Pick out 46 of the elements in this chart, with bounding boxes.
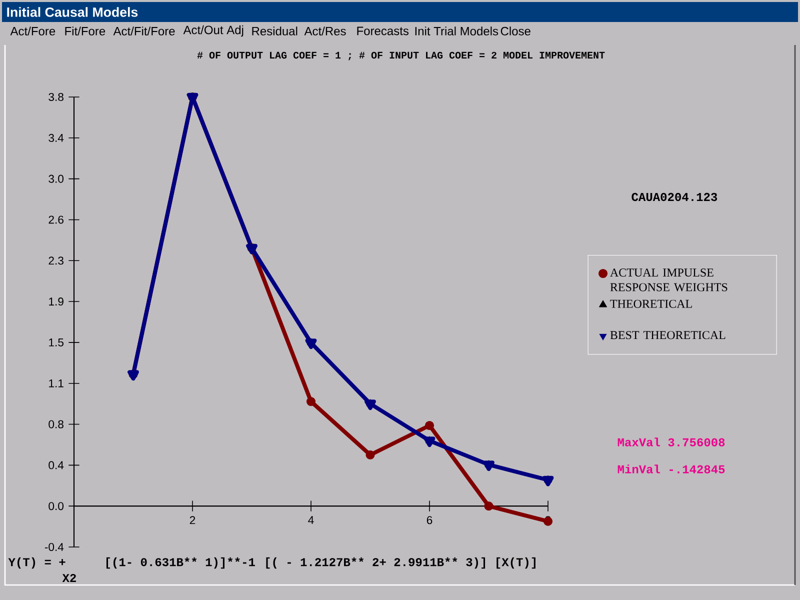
text: [(1- 0.631B** 1)]**-1 — [106, 557, 255, 569]
y-tick-label: 1.5 — [49, 338, 64, 346]
y-tick-label: 2.3 — [48, 256, 64, 265]
point — [424, 436, 436, 448]
y-tick-label: 2.6 — [48, 216, 64, 224]
x-tick-label: 6 — [426, 516, 432, 524]
text: [( - 1.2127B** 2+ 2.9911B** 3)] [X(T)] — [266, 557, 536, 569]
text: Act/Fit/Fore — [113, 26, 175, 36]
text: Fit/Fore — [65, 26, 106, 36]
text: MinVal -.142845 — [618, 464, 725, 474]
x-tick-label: 4 — [308, 516, 314, 524]
chart-title: # OF OUTPUT LAG COEF = 1 ; # OF INPUT LAG COEF = 2 MODEL IMPROVEMENT — [197, 52, 605, 60]
x-tick-label: 2 — [190, 516, 196, 524]
text: Act/Out Adj — [183, 25, 244, 37]
text: MaxVal 3.756008 — [618, 438, 725, 446]
point — [483, 460, 494, 471]
point — [484, 502, 494, 511]
point — [364, 400, 376, 410]
point — [305, 338, 317, 349]
legend-label: BEST THEORETICAL — [610, 331, 726, 340]
text: Initial Causal Models — [7, 7, 138, 17]
point — [306, 396, 316, 406]
legend-label: ACTUAL IMPULSE RESPONSE WEIGHTS — [610, 268, 728, 292]
y-tick-label: 3.0 — [48, 174, 64, 183]
y-tick-label: -0.4 — [44, 542, 64, 552]
text: Y(T) = + — [8, 557, 66, 569]
text: Forecasts — [357, 26, 409, 36]
y-tick-label: 3.4 — [48, 134, 64, 142]
text: Residual — [252, 26, 298, 36]
y-tick-label: 3.8 — [48, 92, 64, 101]
text: Init Trial Models — [415, 26, 498, 36]
text: Act/Res — [304, 26, 346, 36]
point — [543, 516, 553, 526]
y-tick-label: 0.0 — [48, 502, 64, 510]
text: Act/Fore — [10, 26, 56, 36]
point — [366, 450, 375, 460]
text: X2 — [62, 574, 76, 582]
text: CAUA0204.123 — [632, 192, 718, 202]
y-tick-label: 1.1 — [49, 379, 64, 388]
text: Close — [500, 26, 530, 36]
point — [424, 420, 434, 430]
point — [542, 476, 554, 486]
y-tick-label: 0.8 — [48, 420, 64, 428]
y-tick-label: 0.4 — [48, 461, 64, 470]
legend-label: THEORETICAL — [610, 300, 692, 308]
y-tick-label: 1.9 — [49, 298, 64, 306]
